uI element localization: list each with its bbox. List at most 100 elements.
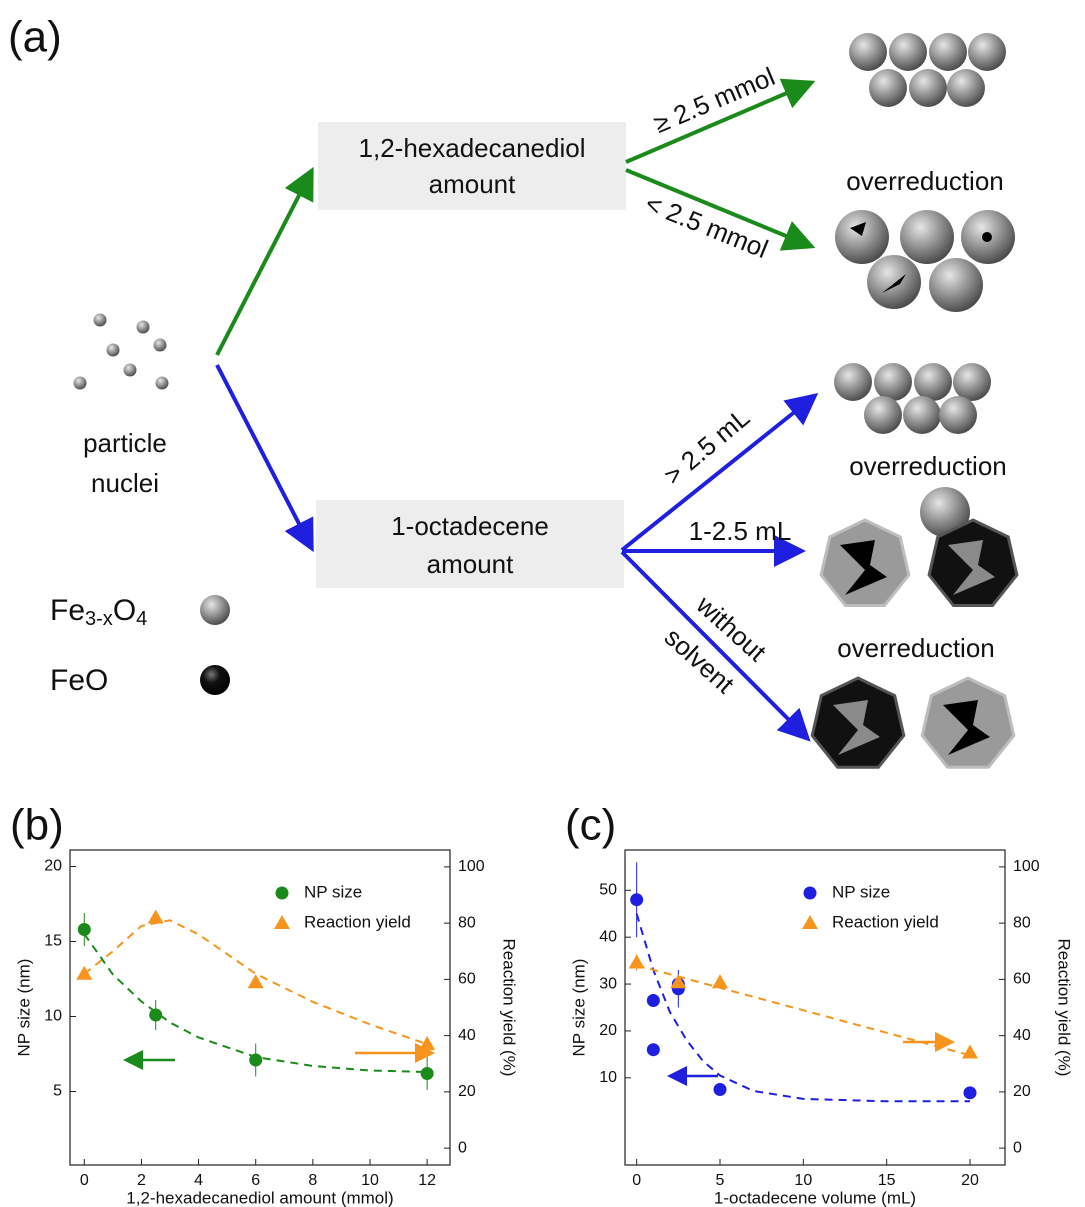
branch-label: > 2.5 mL xyxy=(658,402,755,490)
particle xyxy=(903,396,941,434)
particle xyxy=(74,377,87,390)
point xyxy=(714,1083,727,1096)
box-label: 1,2-hexadecanediol xyxy=(359,133,586,163)
x-tick-label: 8 xyxy=(308,1172,317,1189)
particle xyxy=(889,33,927,71)
particle xyxy=(939,396,977,434)
x-tick-label: 15 xyxy=(878,1172,896,1189)
legend-label: Reaction yield xyxy=(304,912,411,931)
figure: (a) particle nuclei 1,2-hexadecanediol a… xyxy=(0,0,1085,1207)
y-tick-label: 20 xyxy=(599,1022,617,1039)
y2-tick-label: 80 xyxy=(1013,914,1031,931)
y2-tick-label: 20 xyxy=(458,1083,476,1100)
y-tick-label: 5 xyxy=(53,1083,62,1100)
x-tick-label: 20 xyxy=(961,1172,979,1189)
y2-tick-label: 40 xyxy=(458,1027,476,1044)
start-label: particle xyxy=(83,428,167,458)
fit-line xyxy=(637,914,970,1102)
particle xyxy=(864,396,902,434)
point xyxy=(630,893,643,906)
particle xyxy=(914,363,952,401)
legend-text: O xyxy=(113,594,136,627)
branch-label: ≥ 2.5 mmol xyxy=(649,61,779,139)
particle xyxy=(968,33,1006,71)
particle xyxy=(94,314,107,327)
arrow xyxy=(622,552,805,736)
legend-text: Fe xyxy=(50,594,85,627)
y-axis-label: NP size (nm) xyxy=(14,959,33,1057)
y2-axis-label: Reaction yield (%) xyxy=(1055,939,1074,1077)
box-label: 1-octadecene xyxy=(391,511,549,541)
y2-tick-label: 0 xyxy=(458,1139,467,1156)
panel-label: (a) xyxy=(8,13,62,62)
particle xyxy=(867,255,921,309)
legend-marker xyxy=(274,915,290,929)
particle xyxy=(869,69,907,107)
diagram: (a) particle nuclei 1,2-hexadecanediol a… xyxy=(8,13,1017,768)
y2-tick-label: 80 xyxy=(458,914,476,931)
legend-label: NP size xyxy=(304,882,362,901)
x-tick-label: 6 xyxy=(251,1172,260,1189)
y2-tick-label: 60 xyxy=(458,971,476,988)
x-axis-label: 1,2-hexadecanediol amount (mmol) xyxy=(126,1188,393,1207)
particle xyxy=(953,363,991,401)
arrow xyxy=(217,365,310,545)
particle xyxy=(900,210,954,264)
y-tick-label: 15 xyxy=(44,933,62,950)
point xyxy=(647,1043,660,1056)
x-tick-label: 4 xyxy=(194,1172,203,1189)
y-tick-label: 10 xyxy=(44,1008,62,1025)
particle xyxy=(929,33,967,71)
box-label: amount xyxy=(427,549,514,579)
start-label: nuclei xyxy=(91,468,159,498)
branch-label: < 2.5 mmol xyxy=(641,188,772,264)
y-tick-label: 40 xyxy=(599,928,617,945)
y2-tick-label: 60 xyxy=(1013,971,1031,988)
x-tick-label: 0 xyxy=(632,1172,641,1189)
y-tick-label: 10 xyxy=(599,1069,617,1086)
particle xyxy=(947,69,985,107)
particle xyxy=(200,665,230,695)
y-tick-label: 20 xyxy=(44,858,62,875)
point xyxy=(421,1067,434,1080)
plot-frame xyxy=(625,850,1005,1165)
plot-frame xyxy=(70,850,450,1165)
legend-marker xyxy=(804,887,817,900)
branch-label: 1-2.5 mL xyxy=(689,516,792,546)
particle xyxy=(909,69,947,107)
arrow xyxy=(217,174,310,355)
outcome-label: overreduction xyxy=(837,633,995,663)
particle xyxy=(874,363,912,401)
legend-marker xyxy=(276,887,289,900)
particle xyxy=(200,595,230,625)
point xyxy=(712,974,728,988)
y2-tick-label: 40 xyxy=(1013,1027,1031,1044)
outcome-label: overreduction xyxy=(846,166,1004,196)
box-label: amount xyxy=(429,169,516,199)
legend-label: Fe3-xO4 xyxy=(50,594,147,630)
x-tick-label: 10 xyxy=(794,1172,812,1189)
y2-tick-label: 0 xyxy=(1013,1139,1022,1156)
y2-tick-label: 100 xyxy=(458,858,485,875)
y2-tick-label: 100 xyxy=(1013,858,1040,875)
particle xyxy=(156,377,169,390)
y-tick-label: 30 xyxy=(599,975,617,992)
y2-axis-label: Reaction yield (%) xyxy=(500,939,519,1077)
x-tick-label: 12 xyxy=(418,1172,436,1189)
particle xyxy=(107,344,120,357)
x-tick-label: 0 xyxy=(80,1172,89,1189)
legend-marker xyxy=(802,915,818,929)
point xyxy=(964,1086,977,1099)
particle xyxy=(137,321,150,334)
x-tick-label: 2 xyxy=(137,1172,146,1189)
y-axis-label: NP size (nm) xyxy=(569,959,588,1057)
legend-label: FeO xyxy=(50,664,108,697)
y2-tick-label: 20 xyxy=(1013,1083,1031,1100)
y-tick-label: 50 xyxy=(599,882,617,899)
x-axis-label: 1-octadecene volume (mL) xyxy=(714,1188,916,1207)
particle xyxy=(154,339,167,352)
panel-label: (c) xyxy=(565,801,616,850)
point xyxy=(962,1045,978,1059)
